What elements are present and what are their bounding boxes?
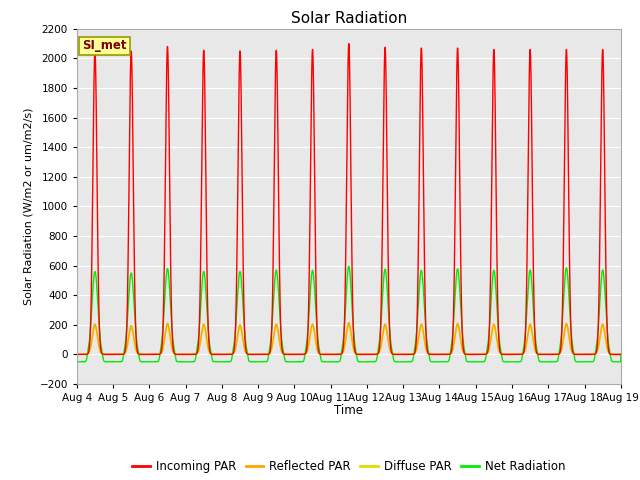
Diffuse PAR xyxy=(345,322,353,328)
Incoming PAR xyxy=(345,41,353,47)
Y-axis label: Solar Radiation (W/m2 or um/m2/s): Solar Radiation (W/m2 or um/m2/s) xyxy=(24,108,34,305)
Net Radiation xyxy=(276,322,284,327)
Reflected PAR xyxy=(73,351,81,357)
Line: Reflected PAR: Reflected PAR xyxy=(77,323,621,354)
Diffuse PAR xyxy=(617,351,625,357)
Legend: Incoming PAR, Reflected PAR, Diffuse PAR, Net Radiation: Incoming PAR, Reflected PAR, Diffuse PAR… xyxy=(127,455,570,478)
Incoming PAR xyxy=(501,351,509,357)
Incoming PAR xyxy=(184,351,191,357)
X-axis label: Time: Time xyxy=(334,405,364,418)
Net Radiation xyxy=(615,359,623,365)
Text: SI_met: SI_met xyxy=(82,39,127,52)
Incoming PAR xyxy=(615,351,623,357)
Net Radiation xyxy=(501,359,509,365)
Diffuse PAR xyxy=(424,351,431,357)
Diffuse PAR xyxy=(189,351,197,357)
Reflected PAR xyxy=(424,350,431,356)
Reflected PAR xyxy=(184,351,191,357)
Line: Diffuse PAR: Diffuse PAR xyxy=(77,325,621,354)
Line: Net Radiation: Net Radiation xyxy=(77,266,621,362)
Reflected PAR xyxy=(615,351,623,357)
Line: Incoming PAR: Incoming PAR xyxy=(77,44,621,354)
Reflected PAR xyxy=(276,343,284,349)
Net Radiation xyxy=(189,359,197,365)
Diffuse PAR xyxy=(501,351,509,357)
Title: Solar Radiation: Solar Radiation xyxy=(291,11,407,26)
Incoming PAR xyxy=(617,351,625,357)
Reflected PAR xyxy=(617,351,625,357)
Diffuse PAR xyxy=(276,345,284,350)
Reflected PAR xyxy=(345,320,353,325)
Incoming PAR xyxy=(73,351,81,357)
Diffuse PAR xyxy=(73,351,81,357)
Net Radiation xyxy=(424,345,431,351)
Net Radiation xyxy=(345,264,353,269)
Net Radiation xyxy=(73,359,81,365)
Net Radiation xyxy=(184,359,191,365)
Incoming PAR xyxy=(189,351,197,357)
Diffuse PAR xyxy=(615,351,623,357)
Net Radiation xyxy=(617,351,625,357)
Incoming PAR xyxy=(424,350,431,356)
Reflected PAR xyxy=(189,351,197,357)
Incoming PAR xyxy=(276,314,284,320)
Diffuse PAR xyxy=(184,351,191,357)
Reflected PAR xyxy=(501,351,509,357)
